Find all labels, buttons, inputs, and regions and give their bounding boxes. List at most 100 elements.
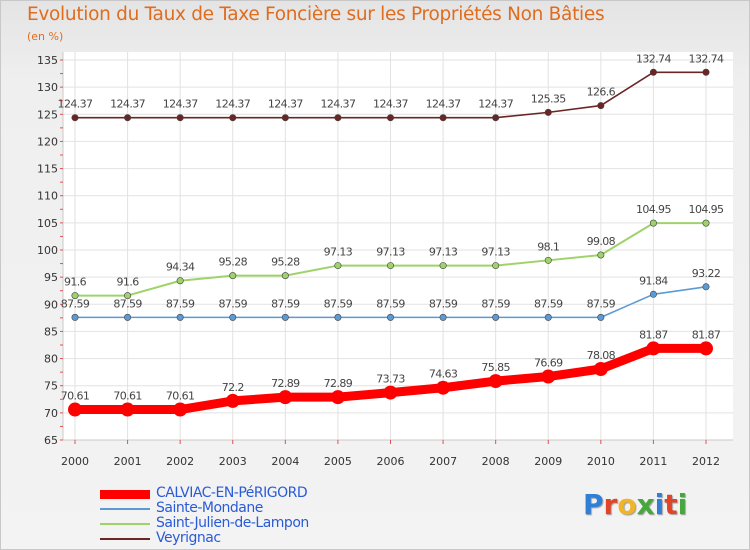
- data-label: 124.37: [320, 98, 355, 111]
- data-point: [649, 219, 657, 227]
- data-label: 87.59: [324, 297, 353, 310]
- data-point: [278, 390, 293, 405]
- data-label: 87.59: [61, 297, 90, 310]
- y-tick-label: 85: [44, 325, 58, 338]
- legend-label: CALVIAC-EN-PéRIGORD: [156, 485, 308, 501]
- x-tick-label: 2012: [692, 455, 720, 468]
- data-label: 124.37: [373, 98, 408, 111]
- data-label: 93.22: [692, 267, 721, 280]
- unit-label: (en %): [27, 30, 64, 43]
- data-point: [330, 390, 345, 405]
- y-tick-label: 110: [37, 190, 58, 203]
- y-tick-label: 105: [37, 217, 58, 230]
- data-label: 95.28: [271, 256, 300, 269]
- data-label: 132.74: [636, 52, 671, 65]
- data-label: 97.13: [481, 246, 510, 259]
- data-point: [649, 68, 657, 76]
- data-label: 124.37: [426, 98, 461, 111]
- logo-letter: P: [583, 488, 604, 521]
- plot-area: [63, 52, 733, 440]
- data-label: 94.34: [166, 261, 195, 274]
- y-tick-label: 75: [44, 380, 58, 393]
- data-point: [124, 292, 132, 300]
- y-tick-label: 115: [37, 163, 58, 176]
- data-point: [597, 313, 605, 321]
- y-tick-label: 70: [44, 407, 58, 420]
- data-label: 72.89: [271, 377, 300, 390]
- data-label: 91.84: [639, 274, 668, 287]
- data-point: [176, 277, 184, 285]
- data-point: [124, 313, 132, 321]
- data-point: [173, 402, 188, 417]
- data-label: 87.59: [587, 297, 616, 310]
- data-point: [71, 114, 79, 122]
- data-point: [386, 313, 394, 321]
- logo-letter: x: [636, 488, 655, 521]
- data-label: 124.37: [478, 98, 513, 111]
- y-tick-label: 120: [37, 135, 58, 148]
- data-label: 99.08: [587, 235, 616, 248]
- data-label: 124.37: [268, 98, 303, 111]
- x-tick-label: 2001: [114, 455, 142, 468]
- x-tick-label: 2003: [219, 455, 247, 468]
- data-point: [646, 341, 661, 356]
- legend-swatch: [100, 508, 150, 510]
- data-label: 87.59: [429, 297, 458, 310]
- y-tick-label: 65: [44, 434, 58, 447]
- proxiti-logo: Proxiti: [583, 488, 687, 521]
- data-label: 104.95: [689, 203, 724, 216]
- data-point: [68, 402, 82, 417]
- logo-letter: i: [654, 488, 665, 521]
- data-label: 124.37: [58, 98, 93, 111]
- data-label: 87.59: [166, 297, 195, 310]
- y-tick-label: 135: [37, 54, 58, 67]
- data-point: [436, 380, 451, 395]
- data-point: [229, 272, 237, 280]
- data-label: 74.63: [429, 368, 458, 381]
- data-point: [229, 114, 237, 122]
- data-label: 87.59: [271, 297, 300, 310]
- data-point: [439, 114, 447, 122]
- data-point: [597, 102, 605, 110]
- data-point: [649, 290, 657, 298]
- data-point: [593, 361, 608, 376]
- y-tick-label: 90: [44, 298, 58, 311]
- data-point: [492, 262, 500, 270]
- legend-label: Sainte-Mondane: [156, 500, 263, 516]
- data-label: 70.61: [166, 390, 195, 403]
- data-label: 97.13: [376, 246, 405, 259]
- data-point: [492, 313, 500, 321]
- data-label: 97.13: [429, 246, 458, 259]
- data-label: 81.87: [692, 328, 721, 341]
- data-point: [544, 108, 552, 116]
- data-label: 95.28: [219, 256, 248, 269]
- data-point: [544, 313, 552, 321]
- y-tick-label: 100: [37, 244, 58, 257]
- x-tick-label: 2011: [639, 455, 667, 468]
- legend-label: Veyrignac: [156, 530, 221, 546]
- data-point: [120, 402, 135, 417]
- data-point: [439, 262, 447, 270]
- data-label: 125.35: [531, 92, 566, 105]
- data-label: 87.59: [376, 297, 405, 310]
- data-label: 91.6: [64, 276, 87, 289]
- data-label: 104.95: [636, 203, 671, 216]
- data-label: 97.13: [324, 246, 353, 259]
- data-point: [702, 219, 710, 227]
- legend-label: Saint-Julien-de-Lampon: [156, 515, 309, 531]
- data-label: 78.08: [587, 349, 616, 362]
- y-tick-label: 125: [37, 108, 58, 121]
- data-label: 70.61: [61, 390, 90, 403]
- data-label: 76.69: [534, 357, 563, 370]
- data-label: 75.85: [481, 361, 510, 374]
- data-label: 87.59: [534, 297, 563, 310]
- data-label: 98.1: [537, 240, 559, 253]
- legend-swatch: [100, 523, 150, 525]
- logo-letter: r: [603, 488, 618, 521]
- data-label: 72.2: [222, 381, 244, 394]
- data-point: [334, 313, 342, 321]
- data-point: [386, 262, 394, 270]
- data-label: 73.73: [376, 373, 405, 386]
- data-point: [702, 283, 710, 291]
